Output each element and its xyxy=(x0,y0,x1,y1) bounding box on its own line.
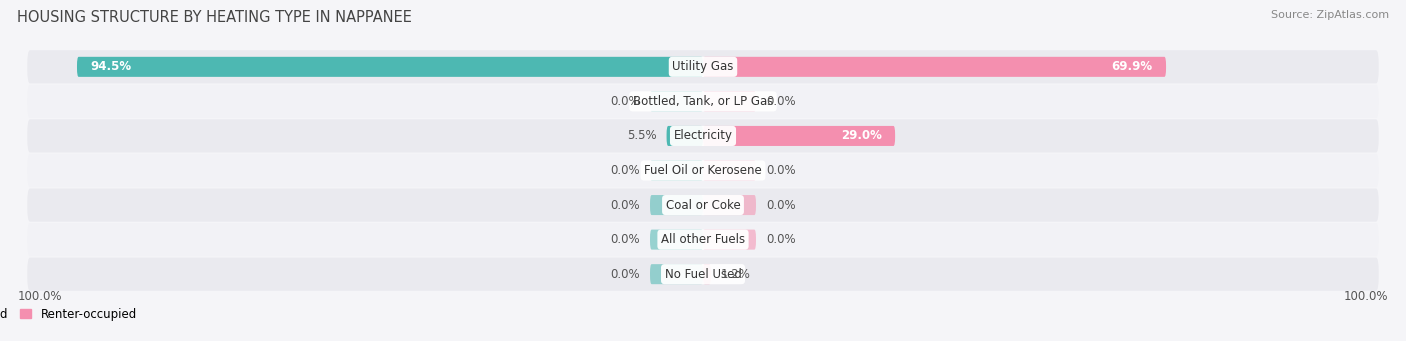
Legend: Owner-occupied, Renter-occupied: Owner-occupied, Renter-occupied xyxy=(0,303,142,325)
FancyBboxPatch shape xyxy=(666,126,703,146)
Text: 29.0%: 29.0% xyxy=(841,130,882,143)
Text: HOUSING STRUCTURE BY HEATING TYPE IN NAPPANEE: HOUSING STRUCTURE BY HEATING TYPE IN NAP… xyxy=(17,10,412,25)
Text: 0.0%: 0.0% xyxy=(766,233,796,246)
Text: 1.2%: 1.2% xyxy=(721,268,751,281)
Text: 94.5%: 94.5% xyxy=(90,60,131,73)
FancyBboxPatch shape xyxy=(703,161,756,180)
Text: 5.5%: 5.5% xyxy=(627,130,657,143)
Text: Source: ZipAtlas.com: Source: ZipAtlas.com xyxy=(1271,10,1389,20)
FancyBboxPatch shape xyxy=(650,195,703,215)
Text: All other Fuels: All other Fuels xyxy=(661,233,745,246)
Text: 0.0%: 0.0% xyxy=(766,164,796,177)
FancyBboxPatch shape xyxy=(703,91,756,112)
Text: 0.0%: 0.0% xyxy=(610,95,640,108)
Text: 100.0%: 100.0% xyxy=(17,290,62,303)
Text: 0.0%: 0.0% xyxy=(610,198,640,211)
FancyBboxPatch shape xyxy=(703,126,896,146)
Text: Fuel Oil or Kerosene: Fuel Oil or Kerosene xyxy=(644,164,762,177)
Text: Bottled, Tank, or LP Gas: Bottled, Tank, or LP Gas xyxy=(633,95,773,108)
FancyBboxPatch shape xyxy=(27,50,1379,84)
FancyBboxPatch shape xyxy=(77,57,703,77)
FancyBboxPatch shape xyxy=(703,264,711,284)
Text: 0.0%: 0.0% xyxy=(766,198,796,211)
FancyBboxPatch shape xyxy=(650,91,703,112)
Text: Utility Gas: Utility Gas xyxy=(672,60,734,73)
Text: 0.0%: 0.0% xyxy=(610,164,640,177)
FancyBboxPatch shape xyxy=(27,189,1379,222)
FancyBboxPatch shape xyxy=(27,257,1379,291)
Text: Electricity: Electricity xyxy=(673,130,733,143)
Text: No Fuel Used: No Fuel Used xyxy=(665,268,741,281)
Text: 0.0%: 0.0% xyxy=(610,233,640,246)
FancyBboxPatch shape xyxy=(650,229,703,250)
Text: 100.0%: 100.0% xyxy=(1344,290,1389,303)
FancyBboxPatch shape xyxy=(650,161,703,180)
Text: 0.0%: 0.0% xyxy=(766,95,796,108)
FancyBboxPatch shape xyxy=(27,154,1379,187)
FancyBboxPatch shape xyxy=(27,119,1379,152)
FancyBboxPatch shape xyxy=(703,229,756,250)
FancyBboxPatch shape xyxy=(27,85,1379,118)
FancyBboxPatch shape xyxy=(703,195,756,215)
Text: Coal or Coke: Coal or Coke xyxy=(665,198,741,211)
FancyBboxPatch shape xyxy=(27,223,1379,256)
Text: 0.0%: 0.0% xyxy=(610,268,640,281)
FancyBboxPatch shape xyxy=(650,264,703,284)
FancyBboxPatch shape xyxy=(703,57,1166,77)
Text: 69.9%: 69.9% xyxy=(1112,60,1153,73)
